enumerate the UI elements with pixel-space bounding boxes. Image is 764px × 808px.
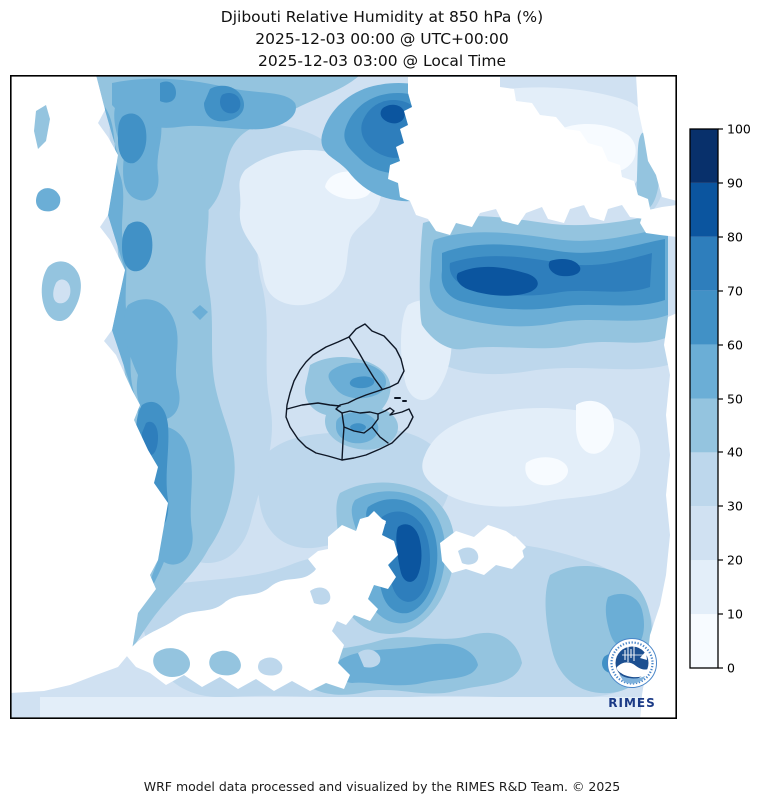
colorbar-segment <box>690 182 718 237</box>
colorbar-tick-label: 10 <box>727 607 743 622</box>
mask-lake-small <box>362 511 386 535</box>
border-dikhil-alisabieh <box>341 412 345 461</box>
title-line-3: 2025-12-03 03:00 @ Local Time <box>257 52 507 70</box>
djibouti-country-outline <box>285 323 414 461</box>
humidity-islands <box>34 105 479 677</box>
colorbar-segment <box>690 614 718 668</box>
rimes-logo: RIMES <box>607 638 657 710</box>
mask-lake-cluster <box>308 515 398 625</box>
colorbar-tick-label: 90 <box>727 176 743 191</box>
humidity-map-canvas: RIMES <box>10 75 677 719</box>
logo-wave-icon <box>616 662 648 678</box>
mask-right-arm <box>640 205 677 237</box>
colorbar-tick-label: 100 <box>727 122 751 137</box>
title-line-2: 2025-12-03 00:00 @ UTC+00:00 <box>255 30 509 48</box>
colorbar-segments <box>690 129 718 668</box>
colorbar-segment <box>690 506 718 561</box>
mask-right-top-corner <box>636 75 677 201</box>
colorbar: 0 10 20 30 40 50 60 70 80 90 100 <box>689 122 751 676</box>
colorbar-tick-label: 40 <box>727 445 743 460</box>
colorbar-tick-label: 60 <box>727 338 743 353</box>
title-line-1: Djibouti Relative Humidity at 850 hPa (%… <box>220 8 544 26</box>
border-obock-tadjourah <box>348 336 383 390</box>
mask-diamond-right <box>504 536 526 558</box>
figure-title: Djibouti Relative Humidity at 850 hPa (%… <box>0 6 764 72</box>
colorbar-segment <box>690 129 718 183</box>
colorbar-segment <box>690 560 718 615</box>
map-panel: RIMES <box>10 75 677 719</box>
colorbar-segment <box>690 344 718 399</box>
colorbar-segment <box>690 452 718 507</box>
logo-seismograph-icon <box>624 646 635 662</box>
colorbar-panel: 0 10 20 30 40 50 60 70 80 90 100 <box>688 120 764 680</box>
djibouti-admin-borders <box>285 323 414 461</box>
mask-diamond-gulf <box>585 175 601 191</box>
colorbar-segment <box>690 398 718 453</box>
colorbar-ticks <box>718 128 723 669</box>
logo-sail-icon <box>640 651 647 660</box>
mask-left-margin <box>10 75 168 693</box>
humidity-band-80-90 <box>380 104 581 582</box>
colorbar-tick-label: 50 <box>727 392 743 407</box>
attribution-footer: WRF model data processed and visualized … <box>143 779 621 794</box>
colorbar-tick-label: 80 <box>727 230 743 245</box>
mask-white-patch-right <box>440 525 524 575</box>
border-tadjourah-dikhil <box>286 402 341 410</box>
colorbar-tick-label: 70 <box>727 284 743 299</box>
masked-regions <box>10 75 677 719</box>
colorbar-tick-labels: 0 10 20 30 40 50 60 70 80 90 100 <box>727 122 751 676</box>
colorbar-tick-label: 20 <box>727 553 743 568</box>
border-arta <box>343 413 379 434</box>
logo-microtext-ring <box>610 641 654 685</box>
colorbar-segment <box>690 290 718 345</box>
map-frame <box>10 75 677 719</box>
colorbar-segment <box>690 236 718 291</box>
mask-gulf-of-aden <box>388 77 662 235</box>
colorbar-tick-label: 0 <box>727 661 735 676</box>
logo-wordmark: RIMES <box>608 696 656 710</box>
moucha-islands <box>394 397 407 402</box>
border-arta-alisabieh <box>371 426 389 444</box>
mask-right-margin <box>640 313 677 719</box>
logo-wave2-icon <box>619 674 645 684</box>
colorbar-tick-label: 30 <box>727 499 743 514</box>
